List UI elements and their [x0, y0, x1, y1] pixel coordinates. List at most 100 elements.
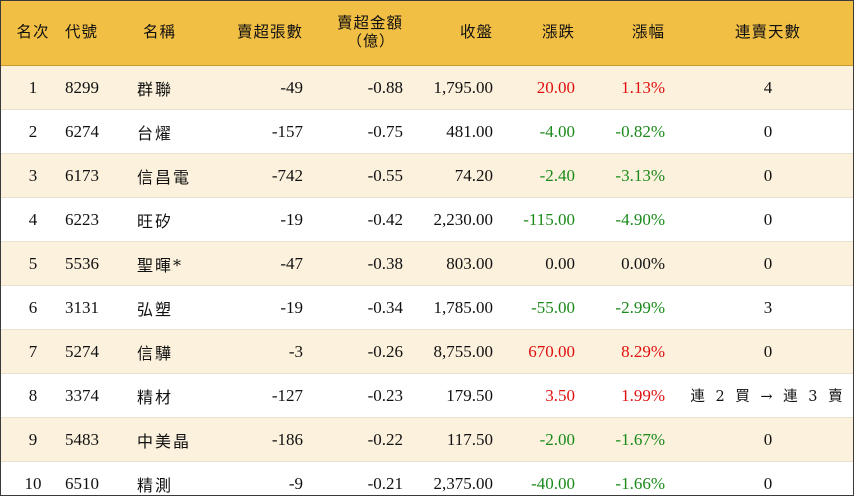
header-code[interactable]: 代號 — [65, 1, 131, 66]
rank-cell: 10 — [1, 461, 65, 495]
change-cell: -115.00 — [493, 197, 583, 242]
net-sell-lots-cell: -9 — [211, 461, 303, 495]
table-row[interactable]: 3 6173 信昌電 -742 -0.55 74.20 -2.40 -3.13% 0 — [1, 153, 853, 198]
header-net-sell-amount[interactable]: 賣超金額 （億） — [303, 1, 403, 66]
change-pct-cell: -0.82% — [583, 109, 673, 154]
close-price-cell: 8,755.00 — [403, 329, 493, 374]
code-cell: 5536 — [65, 241, 131, 286]
change-pct-cell: -1.67% — [583, 417, 673, 462]
header-row: 名次 代號 名稱 賣超張數 賣超金額 （億） 收盤 漲跌 漲幅 連賣天數 — [1, 1, 853, 66]
net-sell-amount-cell: -0.55 — [303, 153, 403, 198]
name-cell: 精測 — [131, 461, 211, 495]
streak-days-cell: 0 — [673, 153, 853, 198]
close-price-cell: 117.50 — [403, 417, 493, 462]
code-cell: 8299 — [65, 65, 131, 110]
change-cell: -4.00 — [493, 109, 583, 154]
net-sell-lots-cell: -47 — [211, 241, 303, 286]
table-row[interactable]: 6 3131 弘塑 -19 -0.34 1,785.00 -55.00 -2.99% 3 — [1, 285, 853, 330]
code-cell: 6510 — [65, 461, 131, 495]
table-row[interactable]: 2 6274 台燿 -157 -0.75 481.00 -4.00 -0.82% 0 — [1, 109, 853, 154]
net-sell-lots-cell: -3 — [211, 329, 303, 374]
table-row[interactable]: 9 5483 中美晶 -186 -0.22 117.50 -2.00 -1.67% 0 — [1, 417, 853, 462]
change-pct-cell: 0.00% — [583, 241, 673, 286]
change-pct-cell: -1.66% — [583, 461, 673, 495]
net-sell-lots-cell: -157 — [211, 109, 303, 154]
header-net-sell-lots[interactable]: 賣超張數 — [211, 1, 303, 66]
streak-days-cell: 連 2 買 → 連 3 賣 — [673, 373, 853, 418]
code-cell: 6173 — [65, 153, 131, 198]
name-cell: 精材 — [131, 373, 211, 418]
change-cell: -55.00 — [493, 285, 583, 330]
close-price-cell: 74.20 — [403, 153, 493, 198]
streak-days-cell: 3 — [673, 285, 853, 330]
close-price-cell: 179.50 — [403, 373, 493, 418]
rank-cell: 5 — [1, 241, 65, 286]
table-row[interactable]: 1 8299 群聯 -49 -0.88 1,795.00 20.00 1.13% 4 — [1, 65, 853, 110]
header-change-pct[interactable]: 漲幅 — [583, 1, 673, 66]
header-close[interactable]: 收盤 — [403, 1, 493, 66]
header-change[interactable]: 漲跌 — [493, 1, 583, 66]
header-rank[interactable]: 名次 — [1, 1, 65, 66]
close-price-cell: 803.00 — [403, 241, 493, 286]
code-cell: 6274 — [65, 109, 131, 154]
net-sell-amount-cell: -0.26 — [303, 329, 403, 374]
change-cell: 0.00 — [493, 241, 583, 286]
table-row[interactable]: 8 3374 精材 -127 -0.23 179.50 3.50 1.99% 連 2 買 → 連… — [1, 373, 853, 418]
net-sell-amount-cell: -0.38 — [303, 241, 403, 286]
streak-days-cell: 0 — [673, 461, 853, 495]
name-cell: 信昌電 — [131, 153, 211, 198]
streak-days-cell: 0 — [673, 417, 853, 462]
code-cell: 3374 — [65, 373, 131, 418]
change-cell: 3.50 — [493, 373, 583, 418]
net-sell-amount-cell: -0.75 — [303, 109, 403, 154]
net-sell-lots-cell: -19 — [211, 285, 303, 330]
table-row[interactable]: 7 5274 信驊 -3 -0.26 8,755.00 670.00 8.29% 0 — [1, 329, 853, 374]
net-sell-lots-cell: -742 — [211, 153, 303, 198]
close-price-cell: 2,230.00 — [403, 197, 493, 242]
streak-days-cell: 4 — [673, 65, 853, 110]
change-cell: -2.00 — [493, 417, 583, 462]
rank-cell: 2 — [1, 109, 65, 154]
header-net-sell-amount-unit: （億） — [346, 32, 395, 51]
change-pct-cell: 1.99% — [583, 373, 673, 418]
code-cell: 5483 — [65, 417, 131, 462]
name-cell: 旺矽 — [131, 197, 211, 242]
rank-cell: 8 — [1, 373, 65, 418]
code-cell: 3131 — [65, 285, 131, 330]
net-sell-lots-cell: -127 — [211, 373, 303, 418]
rank-cell: 1 — [1, 65, 65, 110]
net-sell-lots-cell: -19 — [211, 197, 303, 242]
table-row[interactable]: 4 6223 旺矽 -19 -0.42 2,230.00 -115.00 -4.90% 0 — [1, 197, 853, 242]
net-sell-amount-cell: -0.22 — [303, 417, 403, 462]
code-cell: 5274 — [65, 329, 131, 374]
change-cell: 20.00 — [493, 65, 583, 110]
name-cell: 聖暉* — [131, 241, 211, 286]
name-cell: 台燿 — [131, 109, 211, 154]
change-cell: -2.40 — [493, 153, 583, 198]
rank-cell: 7 — [1, 329, 65, 374]
change-pct-cell: 8.29% — [583, 329, 673, 374]
header-net-sell-amount-line1: 賣超金額 — [336, 14, 403, 33]
close-price-cell: 481.00 — [403, 109, 493, 154]
close-price-cell: 2,375.00 — [403, 461, 493, 495]
change-cell: 670.00 — [493, 329, 583, 374]
streak-days-cell: 0 — [673, 109, 853, 154]
header-name[interactable]: 名稱 — [131, 1, 211, 66]
change-pct-cell: -4.90% — [583, 197, 673, 242]
net-sell-lots-cell: -49 — [211, 65, 303, 110]
net-sell-amount-cell: -0.88 — [303, 65, 403, 110]
change-cell: -40.00 — [493, 461, 583, 495]
header-streak-days[interactable]: 連賣天數 — [673, 1, 853, 66]
table-header: 名次 代號 名稱 賣超張數 賣超金額 （億） 收盤 漲跌 漲幅 連賣天數 — [1, 1, 853, 66]
net-sell-lots-cell: -186 — [211, 417, 303, 462]
name-cell: 群聯 — [131, 65, 211, 110]
net-sell-amount-cell: -0.34 — [303, 285, 403, 330]
table-row[interactable]: 10 6510 精測 -9 -0.21 2,375.00 -40.00 -1.66% 0 — [1, 461, 853, 495]
change-pct-cell: -2.99% — [583, 285, 673, 330]
rank-cell: 9 — [1, 417, 65, 462]
rank-cell: 6 — [1, 285, 65, 330]
streak-days-cell: 0 — [673, 241, 853, 286]
table-row[interactable]: 5 5536 聖暉* -47 -0.38 803.00 0.00 0.00% 0 — [1, 241, 853, 286]
